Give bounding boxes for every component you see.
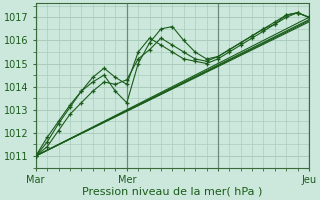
X-axis label: Pression niveau de la mer( hPa ): Pression niveau de la mer( hPa ) [82,187,262,197]
